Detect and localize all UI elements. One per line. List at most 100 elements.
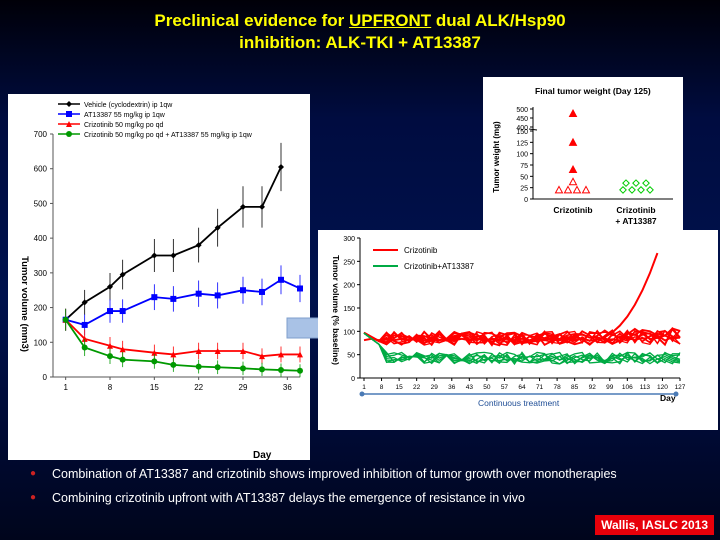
red-trace (363, 329, 681, 347)
y-tick-label: 50 (520, 174, 528, 181)
data-point (214, 347, 221, 354)
title-line-1: Preclinical evidence for UPFRONT dual AL… (154, 11, 566, 30)
y-tick-label: 0 (43, 373, 48, 382)
x-tick-label: 92 (589, 384, 597, 391)
data-point (240, 287, 246, 294)
legend-label: Vehicle (cyclodextrin) ip 1qw (84, 102, 173, 109)
tumor-volume-chart-panel: Vehicle (cyclodextrin) ip 1qw AT13387 55 … (8, 94, 310, 461)
data-point (214, 364, 221, 371)
x-tick-label: 1 (362, 384, 366, 391)
x-tick-label: 50 (483, 384, 491, 391)
series-line (65, 278, 301, 326)
data-point (195, 242, 202, 249)
data-point (240, 203, 246, 210)
y-tick-label: 600 (34, 165, 48, 174)
x-tick-label: 15 (150, 383, 159, 392)
axis-break (528, 128, 538, 131)
data-point (107, 308, 113, 315)
y-tick-label: 100 (343, 329, 355, 336)
triangle-point (568, 164, 578, 174)
x-tick-label: 127 (675, 384, 686, 391)
chart-series (363, 252, 681, 366)
tumor-volume-chart: Vehicle (cyclodextrin) ip 1qw AT13387 55 … (19, 101, 303, 461)
slide-title: Preclinical evidence for UPFRONT dual AL… (0, 10, 720, 54)
y-tick-label: 300 (34, 269, 48, 278)
y-tick-label: 25 (520, 186, 528, 193)
data-point (195, 290, 202, 297)
data-point (151, 294, 158, 301)
legend-label: Crizotinib 50 mg/kg po qd (84, 122, 163, 129)
diamond-point (628, 186, 636, 194)
diamond-point (637, 186, 645, 194)
category-label-2: Crizotinib + AT13387 (615, 205, 657, 226)
x-tick-label: 36 (448, 384, 456, 391)
y-axis-label: Tumor volume (% baseline) (331, 255, 341, 365)
y-tick-label: 500 (34, 199, 48, 208)
data-point (195, 363, 202, 370)
x-tick-label: 22 (194, 383, 203, 392)
resistant-trace (363, 252, 659, 342)
legend-marker (66, 131, 72, 137)
data-point (81, 321, 88, 328)
y-tick-label: 400 (516, 125, 528, 132)
x-tick-label: 78 (553, 384, 561, 391)
x-tick-label: 99 (606, 384, 614, 391)
y-tick-label: 200 (34, 304, 48, 313)
triangle-point (568, 137, 578, 146)
legend-marker (66, 111, 72, 117)
bullet-item: ● Combining crizotinib upfront with AT13… (30, 490, 617, 506)
series-circle (62, 308, 303, 378)
data-point (119, 356, 126, 363)
diamond-point (619, 186, 627, 194)
bullet-icon: ● (30, 492, 37, 503)
x-tick-label: 29 (239, 383, 248, 392)
legend-label: AT13387 55 mg/kg ip 1qw (84, 112, 166, 119)
green-trace (363, 332, 681, 365)
x-tick-label: 8 (380, 384, 384, 391)
x-tick-label: 43 (466, 384, 474, 391)
y-tick-label: 0 (351, 376, 355, 383)
bullet-text: Combination of AT13387 and crizotinib sh… (52, 467, 617, 481)
data-point (240, 347, 246, 354)
y-tick-label: 150 (343, 306, 355, 313)
data-point (195, 347, 202, 354)
diamond-point (642, 179, 650, 188)
triangle-point (563, 185, 573, 194)
triangle-point (581, 185, 591, 194)
continuous-treatment-bar: Continuous treatment (359, 391, 679, 408)
x-tick-label: 8 (108, 383, 113, 392)
tumor-weight-chart: Final tumor weight (Day 125) Tumor weigh… (492, 86, 673, 226)
legend-marker (66, 121, 72, 127)
y-tick-label: 75 (520, 163, 528, 170)
triangle-point (572, 185, 582, 194)
citation-badge: Wallis, IASLC 2013 (595, 515, 714, 535)
series-square (62, 265, 303, 336)
chart-legend: Vehicle (cyclodextrin) ip 1qw AT13387 55 … (58, 101, 253, 139)
data-point (170, 351, 177, 358)
data-point (119, 346, 126, 353)
data-point (278, 367, 284, 374)
data-point (107, 283, 113, 290)
bullet-text: Combining crizotinib upfront with AT1338… (52, 491, 525, 505)
data-point (297, 367, 303, 374)
data-point (259, 353, 265, 360)
x-tick-label: 29 (431, 384, 439, 391)
legend-marker (66, 101, 72, 107)
title-emphasis: UPFRONT (349, 11, 432, 30)
x-tick-label: 71 (536, 384, 544, 391)
chart-title: Final tumor weight (Day 125) (535, 86, 651, 96)
y-tick-label: 700 (34, 130, 48, 139)
data-point (259, 288, 265, 295)
chart-points (554, 108, 654, 194)
data-point (151, 252, 158, 259)
legend-label: Crizotinib 50 mg/kg po qd + AT13387 55 m… (84, 132, 253, 139)
data-point (278, 351, 284, 358)
chart-series (62, 142, 303, 378)
title-line-2: inhibition: ALK-TKI + AT13387 (239, 33, 481, 52)
data-point (170, 252, 177, 259)
continuous-treatment-label: Continuous treatment (478, 398, 560, 408)
legend-label: Crizotinib (404, 246, 438, 255)
chart-axes: 0 50 100 150 200 250 300 1 8 15 22 29 36 43 50 57 64 71 78… (343, 236, 685, 391)
data-point (240, 365, 246, 372)
